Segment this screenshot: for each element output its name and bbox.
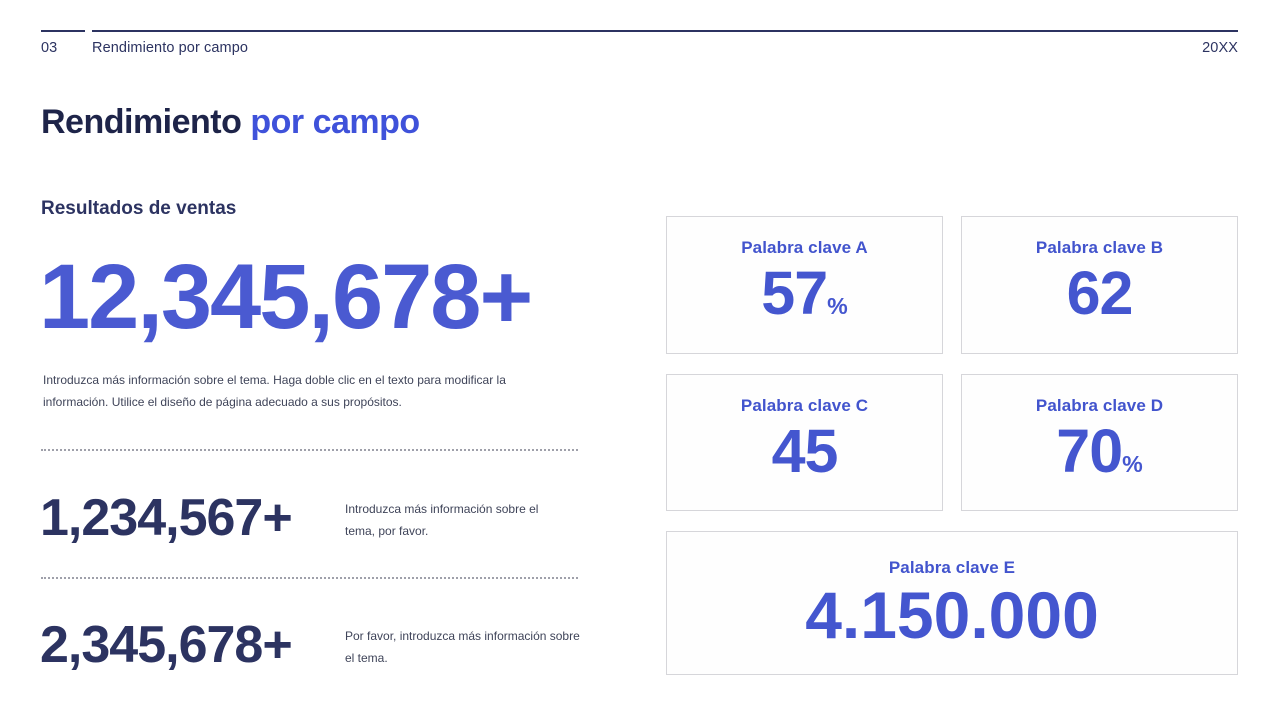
dotted-divider [41,449,578,451]
header-rule-long [92,30,1238,32]
keyword-card-label: Palabra clave D [1035,396,1164,415]
keyword-card-label: Palabra clave C [740,396,869,415]
keyword-card-number: 4.150.000 [805,578,1099,652]
page-title-primary: Rendimiento [41,103,242,141]
percent-suffix: % [827,293,848,319]
dotted-divider [41,577,578,579]
keyword-card-d: Palabra clave D 70% [961,374,1238,511]
hero-stat-description: Introduzca más información sobre el tema… [43,373,506,410]
keyword-card-value: 57% [761,258,847,328]
keyword-card-value: 4.150.000 [805,578,1099,654]
keyword-card-label: Palabra clave B [1035,238,1164,257]
keyword-card-c: Palabra clave C 45 [666,374,943,511]
keyword-card-value: 45 [771,416,839,486]
keyword-card-value: 70% [1056,416,1142,486]
keyword-cards-grid: Palabra clave A 57% Palabra clave B 62 P… [666,216,1238,675]
stat-description: Introduzca más información sobre el tema… [345,502,539,539]
keyword-card-value: 62 [1066,258,1134,328]
keyword-card-b: Palabra clave B 62 [961,216,1238,354]
keyword-card-label: Palabra clave E [888,558,1016,577]
keyword-card-number: 62 [1066,259,1134,327]
keyword-card-label: Palabra clave A [741,238,868,257]
page-number: 03 [41,40,58,56]
hero-stat-value: 12,345,678+ [39,246,533,348]
header-section-title: Rendimiento por campo [92,40,249,56]
sales-section-heading: Resultados de ventas [41,198,237,219]
keyword-card-number: 70 [1056,417,1123,485]
keyword-card-number: 45 [771,417,839,485]
header-rule-short [41,30,85,32]
keyword-card-a: Palabra clave A 57% [666,216,943,354]
keyword-card-e: Palabra clave E 4.150.000 [666,531,1238,675]
keyword-card-number: 57 [761,259,828,327]
page-title: Rendimiento por campo [41,103,420,142]
page-title-accent: por campo [241,103,420,141]
stat-value: 1,234,567+ [40,489,293,547]
stat-description: Por favor, introduzca más información so… [345,629,580,666]
header-year: 20XX [1202,40,1238,56]
percent-suffix: % [1122,451,1143,477]
stat-value: 2,345,678+ [40,616,293,674]
